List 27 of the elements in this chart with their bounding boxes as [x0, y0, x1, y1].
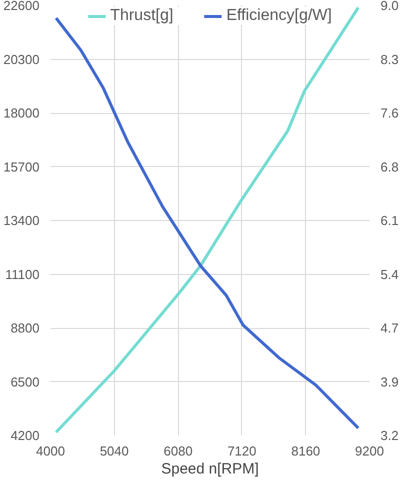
y2-tick-label: 3.2: [380, 428, 399, 443]
x-tick-label: 8160: [291, 444, 320, 458]
x-tick-label: 6080: [164, 444, 193, 458]
legend-label: Efficiency[g/W]: [226, 7, 332, 25]
y2-tick-label: 8.3: [380, 52, 399, 67]
y-tick-label: 11100: [5, 266, 40, 282]
x-tick-label: 7120: [227, 444, 256, 458]
legend-label: Thrust[g]: [110, 7, 174, 25]
y2-tick-label: 6.8: [380, 159, 399, 174]
x-tick-label: 9200: [355, 444, 384, 458]
y2-tick-label: 7.6: [380, 106, 399, 120]
y2-tick-label: 9.0: [380, 0, 399, 13]
x-tick-label: 4000: [36, 444, 65, 458]
y-tick-label: 6500: [10, 374, 40, 390]
y-tick-label: 15700: [3, 159, 40, 174]
y-tick-label: 18000: [3, 106, 40, 120]
x-tick-label: 5040: [100, 444, 129, 458]
y2-tick-label: 5.4: [380, 266, 399, 282]
y-tick-label: 13400: [3, 213, 40, 228]
y2-tick-label: 6.1: [380, 213, 399, 228]
y-tick-label: 4200: [10, 428, 40, 443]
y-tick-label: 8800: [10, 320, 40, 336]
x-axis-title: Speed n[RPM]: [161, 460, 259, 478]
y2-tick-label: 3.9: [380, 374, 399, 390]
y-tick-label: 22600: [3, 0, 40, 13]
y2-tick-label: 4.7: [380, 320, 399, 336]
y-tick-label: 20300: [3, 52, 40, 67]
